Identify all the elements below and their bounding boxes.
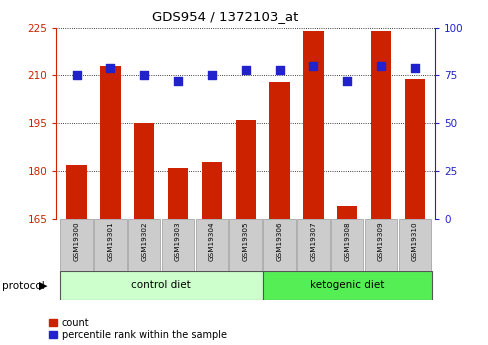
Text: GSM19307: GSM19307: [310, 222, 316, 261]
Text: GSM19300: GSM19300: [73, 222, 80, 261]
Bar: [202, 162, 222, 219]
Bar: [100, 66, 120, 219]
Point: [73, 73, 81, 78]
Bar: [262, 271, 431, 300]
Text: GSM19305: GSM19305: [242, 222, 248, 261]
Text: GSM19302: GSM19302: [141, 222, 147, 261]
Text: GDS954 / 1372103_at: GDS954 / 1372103_at: [151, 10, 298, 23]
Point: [207, 73, 215, 78]
Bar: [370, 31, 390, 219]
Text: protocol: protocol: [2, 281, 45, 290]
Text: GSM19304: GSM19304: [208, 222, 214, 261]
Point: [106, 65, 114, 71]
Point: [410, 65, 418, 71]
Text: GSM19309: GSM19309: [377, 222, 383, 261]
Bar: [134, 124, 154, 219]
Point: [343, 78, 350, 84]
Text: GSM19303: GSM19303: [175, 222, 181, 261]
Bar: [66, 165, 86, 219]
Bar: [60, 219, 93, 271]
Bar: [269, 82, 289, 219]
Bar: [195, 219, 228, 271]
Point: [241, 67, 249, 72]
Bar: [235, 120, 255, 219]
Bar: [364, 219, 397, 271]
Bar: [162, 219, 194, 271]
Point: [376, 63, 384, 69]
Text: GSM19308: GSM19308: [344, 222, 349, 261]
Bar: [94, 219, 126, 271]
Bar: [336, 206, 357, 219]
Text: ▶: ▶: [40, 281, 48, 290]
Point: [140, 73, 148, 78]
Bar: [303, 31, 323, 219]
Bar: [167, 168, 188, 219]
Point: [174, 78, 182, 84]
Bar: [128, 219, 160, 271]
Bar: [398, 219, 430, 271]
Text: ketogenic diet: ketogenic diet: [309, 280, 384, 290]
Text: GSM19306: GSM19306: [276, 222, 282, 261]
Legend: count, percentile rank within the sample: count, percentile rank within the sample: [49, 318, 226, 340]
Point: [309, 63, 317, 69]
Text: GSM19310: GSM19310: [411, 222, 417, 261]
Bar: [263, 219, 295, 271]
Text: control diet: control diet: [131, 280, 191, 290]
Bar: [404, 79, 424, 219]
Bar: [330, 219, 363, 271]
Bar: [297, 219, 329, 271]
Bar: [229, 219, 262, 271]
Point: [275, 67, 283, 72]
Text: GSM19301: GSM19301: [107, 222, 113, 261]
Bar: [60, 271, 262, 300]
